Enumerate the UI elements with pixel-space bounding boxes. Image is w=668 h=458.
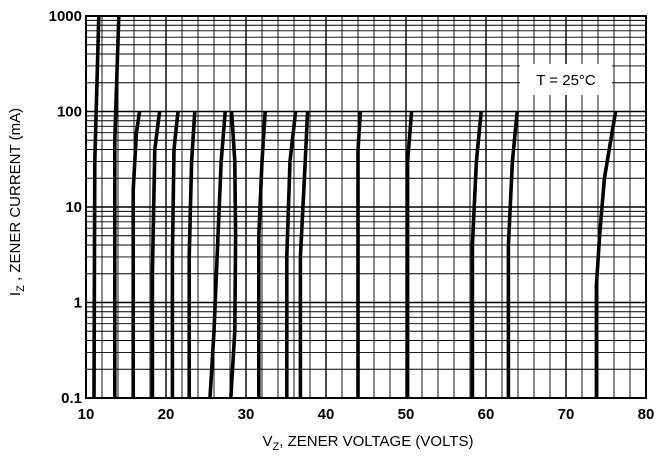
x-tick-label: 10 (78, 406, 95, 423)
zener-curve-12 (356, 111, 363, 398)
zener-curve-9 (257, 111, 267, 398)
temperature-annotation: T = 25°C (536, 72, 596, 89)
zener-curve-5 (170, 111, 180, 398)
y-tick-label: 0.1 (61, 390, 82, 407)
annotation-box: T = 25°C (520, 64, 612, 95)
zener-curve-13 (405, 111, 414, 398)
zener-curve-15 (506, 111, 519, 398)
zener-curve-14 (470, 111, 483, 398)
x-tick-label: 20 (158, 406, 175, 423)
x-tick-label: 80 (638, 406, 655, 423)
chart-series (92, 15, 618, 399)
zener-curve-11 (298, 111, 310, 398)
zener-curve-1 (92, 15, 101, 399)
zener-curve-2 (113, 15, 121, 398)
x-tick-label: 40 (318, 406, 335, 423)
zener-curve-3 (131, 111, 142, 398)
x-axis-label: VZ, ZENER VOLTAGE (VOLTS) (263, 433, 474, 453)
y-axis-label: IZ , ZENER CURRENT (mA) (7, 108, 27, 296)
zener-curve-16 (594, 111, 618, 398)
y-tick-label: 100 (57, 104, 82, 121)
zener-curve-8 (229, 111, 238, 399)
y-tick-label: 1 (74, 295, 82, 312)
y-tick-label: 10 (65, 199, 82, 216)
x-tick-label: 50 (398, 406, 415, 423)
plot-frame (85, 15, 647, 399)
x-tick-label: 70 (558, 406, 575, 423)
zener-curve-10 (285, 111, 298, 398)
x-tick-label: 60 (478, 406, 495, 423)
y-tick-label: 1000 (49, 8, 82, 25)
zener-curve-4 (150, 111, 162, 398)
chart-ticks: 10 20 30 40 50 60 70 80 0.1 1 10 100 1000 (49, 8, 655, 423)
zener-curve-7 (208, 111, 227, 399)
zener-curve-6 (187, 111, 197, 398)
chart-grid (85, 15, 647, 399)
x-tick-label: 30 (238, 406, 255, 423)
